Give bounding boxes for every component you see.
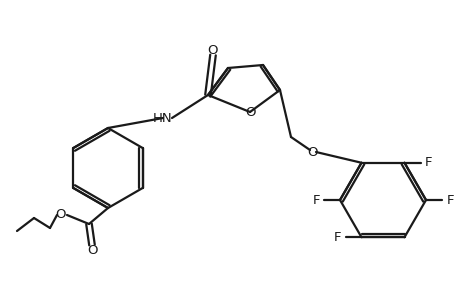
- Text: O: O: [245, 105, 255, 118]
- Text: O: O: [307, 146, 317, 159]
- Text: F: F: [425, 156, 432, 169]
- Text: F: F: [446, 193, 454, 207]
- Text: F: F: [334, 231, 341, 244]
- Text: HN: HN: [153, 112, 173, 125]
- Text: O: O: [208, 45, 218, 57]
- Text: O: O: [87, 244, 97, 258]
- Text: O: O: [56, 209, 66, 222]
- Text: F: F: [312, 193, 320, 207]
